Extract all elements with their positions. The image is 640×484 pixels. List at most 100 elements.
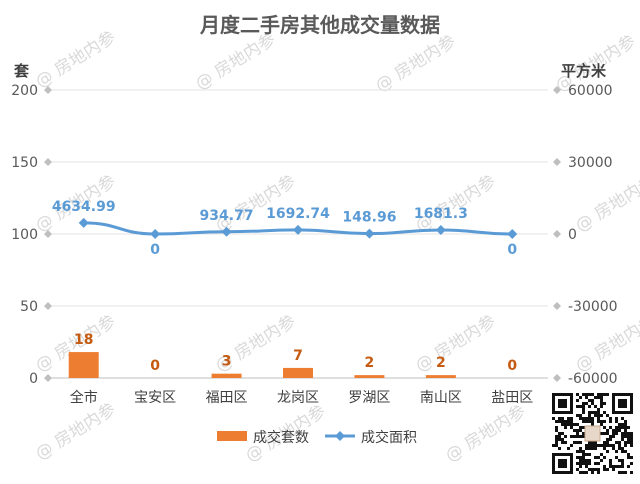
qr-module <box>624 429 627 432</box>
qr-module <box>582 426 585 429</box>
qr-module <box>621 471 624 474</box>
qr-module <box>600 396 603 399</box>
legend-line-label: 成交面积 <box>361 429 417 446</box>
qr-module <box>603 444 606 447</box>
qr-module <box>564 423 567 426</box>
qr-module <box>621 426 624 429</box>
line-point <box>293 224 303 235</box>
qr-module <box>621 465 624 468</box>
qr-module <box>615 426 618 429</box>
legend: 成交套数 成交面积 <box>217 429 417 446</box>
qr-module <box>600 402 603 405</box>
qr-module <box>567 423 570 426</box>
qr-module <box>612 447 615 450</box>
qr-module <box>585 417 588 420</box>
qr-module <box>585 444 588 447</box>
qr-module <box>576 399 579 402</box>
qr-module <box>597 414 600 417</box>
qr-module <box>591 447 594 450</box>
qr-module <box>600 432 603 435</box>
qr-module <box>552 417 555 420</box>
qr-logo <box>584 425 601 442</box>
qr-module <box>552 444 555 447</box>
qr-module <box>570 435 573 438</box>
legend-bar-label: 成交套数 <box>253 429 309 446</box>
qr-module <box>618 465 621 468</box>
qr-module <box>579 459 582 462</box>
qr-module <box>606 414 609 417</box>
qr-module <box>606 441 609 444</box>
qr-module <box>591 402 594 405</box>
right-tick-label: -30000 <box>568 299 618 315</box>
qr-module <box>606 429 609 432</box>
line-label: 1692.74 <box>266 206 330 222</box>
qr-module <box>588 468 591 471</box>
category-label: 宝安区 <box>134 390 176 406</box>
qr-module <box>579 417 582 420</box>
qr-module <box>576 456 579 459</box>
qr-module <box>609 426 612 429</box>
qr-module <box>621 438 624 441</box>
watermark-text: @ 房地内参 <box>572 171 640 236</box>
qr-module <box>603 465 606 468</box>
qr-module <box>588 459 591 462</box>
qr-module <box>555 435 558 438</box>
right-tick-marker <box>553 158 561 166</box>
watermark-text: @ 房地内参 <box>32 27 119 92</box>
category-label: 福田区 <box>206 390 248 406</box>
qr-module <box>558 417 561 420</box>
qr-module <box>630 456 633 459</box>
qr-module <box>561 438 564 441</box>
qr-module <box>609 438 612 441</box>
qr-module <box>597 417 600 420</box>
qr-module <box>600 393 603 396</box>
right-tick-marker <box>553 302 561 310</box>
qr-module <box>579 414 582 417</box>
qr-module <box>579 441 582 444</box>
qr-module <box>603 402 606 405</box>
line-point <box>507 229 518 239</box>
qr-module <box>576 468 579 471</box>
qr-module <box>570 423 573 426</box>
category-label: 龙岗区 <box>277 390 319 406</box>
qr-module <box>567 417 570 420</box>
qr-module <box>609 435 612 438</box>
qr-module <box>588 453 591 456</box>
qr-module <box>618 441 621 444</box>
qr-module <box>594 447 597 450</box>
category-label: 罗湖区 <box>348 390 390 406</box>
bar-data-labels: 18 0 3 7 2 2 0 <box>74 332 517 374</box>
qr-module <box>555 429 558 432</box>
qr-module <box>621 417 624 420</box>
qr-module <box>618 423 621 426</box>
qr-module <box>597 408 600 411</box>
qr-module <box>597 420 600 423</box>
qr-module <box>615 417 618 420</box>
qr-module <box>564 420 567 423</box>
line-label: 0 <box>150 242 160 258</box>
left-tick-label: 50 <box>20 299 38 315</box>
qr-code <box>549 390 636 477</box>
qr-module <box>630 435 633 438</box>
qr-module <box>621 423 624 426</box>
left-axis-unit: 套 <box>13 62 30 80</box>
qr-module <box>591 411 594 414</box>
qr-module <box>588 411 591 414</box>
qr-module <box>630 438 633 441</box>
qr-module <box>582 411 585 414</box>
qr-module <box>609 465 612 468</box>
qr-module <box>600 423 603 426</box>
qr-module <box>627 435 630 438</box>
qr-module <box>579 447 582 450</box>
qr-module <box>627 456 630 459</box>
watermark-text: @ 房地内参 <box>442 401 529 466</box>
bar <box>211 373 242 378</box>
qr-module <box>618 447 621 450</box>
qr-module <box>591 420 594 423</box>
qr-module <box>621 462 624 465</box>
qr-module <box>594 444 597 447</box>
qr-module <box>582 471 585 474</box>
line-label: 1681.3 <box>414 206 468 222</box>
qr-module <box>576 432 579 435</box>
qr-module <box>627 465 630 468</box>
